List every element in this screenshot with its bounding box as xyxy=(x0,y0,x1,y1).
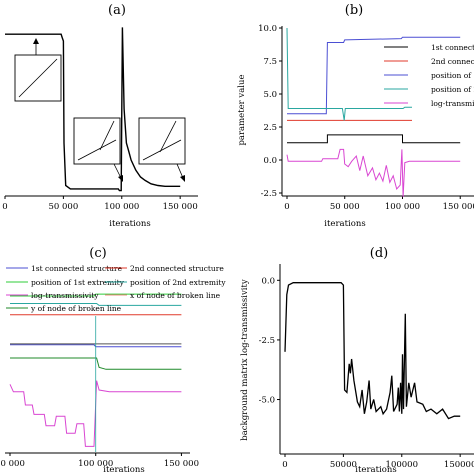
panel-a-xtick-label-1: 50 000 xyxy=(49,202,79,212)
panel-a-series-line xyxy=(5,27,181,192)
legend-c-label-0: 1st connected structure xyxy=(31,264,123,273)
panel-d-xtick-label-3: 150000 xyxy=(444,460,474,470)
panel-b-ytick-label-2: 2.5 xyxy=(263,123,277,133)
panel-c-xtick-label-0: 50 000 xyxy=(0,459,25,469)
inset-box-3 xyxy=(138,117,186,165)
panel-b-ytick-label-4: 7.5 xyxy=(263,57,277,67)
panel-c-legend: 1st connected structure 2nd connected st… xyxy=(6,264,226,313)
panel-c-xtick-label-1: 100 000 xyxy=(78,459,113,469)
panel-c-x-label: iterations xyxy=(103,465,144,474)
panel-a-xtick-label-2: 100 000 xyxy=(104,202,139,212)
legend-c-label-1: 2nd connected structure xyxy=(130,264,224,273)
inset-3-arrowhead xyxy=(180,175,185,182)
panel-d-xtick-label-2: 100000 xyxy=(386,460,418,470)
panel-d-ytick-label-2: 0.0 xyxy=(261,276,275,286)
panel-b-ytick-label-3: 5.0 xyxy=(263,90,277,100)
panel-b-legend-box xyxy=(412,38,474,130)
inset-box-2 xyxy=(73,117,121,165)
panel-b: (b) 0 50 000 100 000 150 000 -2.5 0.0 2.5 5.0 7.… xyxy=(237,3,474,229)
legend-c-label-2: position of 1st extremity xyxy=(31,278,125,287)
panel-c-series-5 xyxy=(10,357,182,370)
legend-b-label-3: position of 2 xyxy=(431,85,474,94)
panel-b-x-label: iterations xyxy=(324,219,365,229)
inset-2-line-b xyxy=(99,120,115,151)
panel-a-x-ticks: 0 50 000 100 000 150 000 xyxy=(2,196,198,212)
panel-c-label: (c) xyxy=(89,246,106,261)
panel-b-series-2 xyxy=(287,36,461,115)
inset-2-arrow xyxy=(113,163,122,179)
inset-3-line-a xyxy=(142,139,182,161)
panel-d-series-line xyxy=(284,282,461,420)
panel-a-zoom-insets xyxy=(14,38,186,182)
legend-b-label-1: 2nd connected xyxy=(431,57,474,66)
panel-d: (d) 0 50000 100000 150000 -5.0 -2.5 0.0 iterat… xyxy=(240,246,474,474)
panel-d-y-label: background matrix log-transmissivity xyxy=(240,279,250,441)
legend-b-label-4: log-transmissi xyxy=(431,99,474,108)
panel-a-xtick-label-0: 0 xyxy=(2,202,7,212)
panel-c-series-2 xyxy=(10,293,182,297)
panel-b-series-0 xyxy=(287,134,461,144)
inset-1-arrowhead xyxy=(33,38,39,44)
panel-d-xtick-label-0: 0 xyxy=(282,460,287,470)
panel-b-series-4 xyxy=(286,148,461,198)
legend-c-label-5: x of node of broken line xyxy=(130,291,221,300)
legend-b-label-0: 1st connected xyxy=(431,43,474,52)
panel-b-xtick-label-1: 50 000 xyxy=(330,202,360,212)
panel-a-x-label: iterations xyxy=(109,219,150,229)
panel-b-xtick-label-0: 0 xyxy=(284,202,289,212)
panel-c-series xyxy=(9,293,182,452)
panel-b-ytick-label-5: 10.0 xyxy=(258,24,277,34)
panel-d-ytick-label-1: -2.5 xyxy=(259,336,275,346)
legend-c-label-6: y of node of broken line xyxy=(30,304,122,313)
panel-b-legend: 1st connected 2nd connected position of … xyxy=(384,38,474,130)
legend-c-label-4: log-transmissivity xyxy=(31,291,99,300)
panel-b-label: (b) xyxy=(345,3,363,18)
panel-d-ticks: 0 50000 100000 150000 -5.0 -2.5 0.0 xyxy=(259,276,474,470)
inset-3-arrow xyxy=(176,163,184,179)
inset-3-line-b xyxy=(159,120,177,153)
inset-1-line xyxy=(18,58,58,98)
panel-c: (c) 50 000 100 000 150 000 iterations 1st … xyxy=(0,246,226,474)
panel-a-xtick-label-3: 150 000 xyxy=(163,202,198,212)
panel-b-xtick-label-2: 100 000 xyxy=(385,202,420,212)
panel-d-xtick-label-1: 50000 xyxy=(330,460,357,470)
panel-c-x-ticks: 50 000 100 000 150 000 xyxy=(0,453,199,469)
legend-c-label-3: position of 2nd extremity xyxy=(130,278,226,287)
inset-2-line-a xyxy=(77,139,117,161)
legend-b-label-2: position of 1 xyxy=(431,71,474,80)
panel-c-xtick-label-2: 150 000 xyxy=(164,459,199,469)
panel-a: (a) 0 50 000 100 000 150 000 iterations xyxy=(2,3,198,229)
panel-a-label: (a) xyxy=(108,3,126,18)
panel-d-x-label: iterations xyxy=(355,465,396,474)
panel-b-xtick-label-3: 150 000 xyxy=(443,202,474,212)
inset-2-arrowhead xyxy=(118,175,123,182)
panel-b-ytick-label-0: -2.5 xyxy=(261,189,277,199)
panel-c-series-3 xyxy=(10,303,182,306)
panel-b-y-label: parameter value xyxy=(237,74,247,145)
panel-c-series-0 xyxy=(10,344,182,348)
panel-d-ytick-label-0: -5.0 xyxy=(259,396,275,406)
panel-d-label: (d) xyxy=(370,246,388,261)
panel-b-ticks: 0 50 000 100 000 150 000 -2.5 0.0 2.5 5.0 7.5 10.… xyxy=(258,24,474,212)
panel-b-ytick-label-1: 0.0 xyxy=(263,156,277,166)
panel-b-series-3 xyxy=(286,27,461,121)
